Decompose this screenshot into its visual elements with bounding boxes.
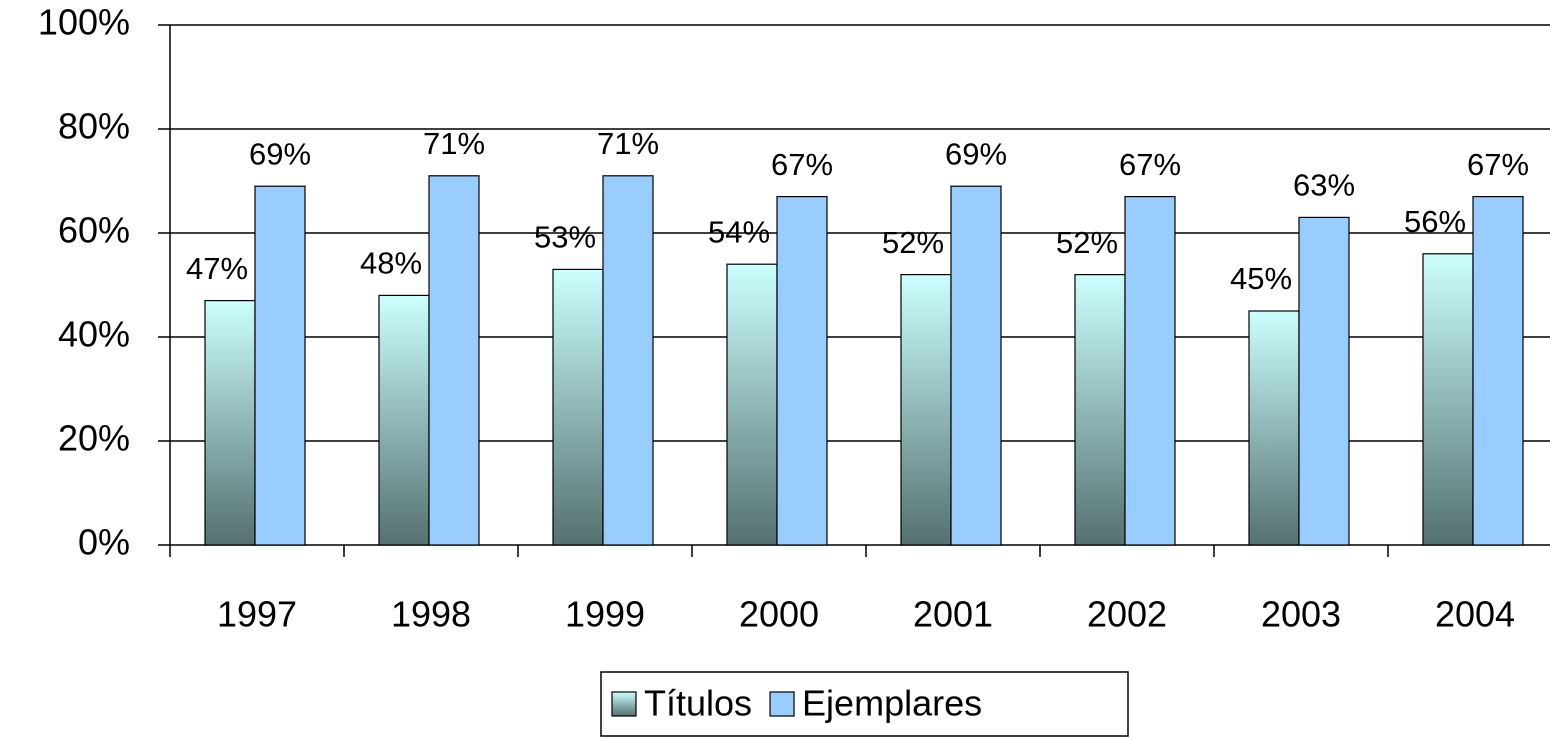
value-label: 54%: [708, 214, 770, 249]
y-tick-label: 20%: [58, 418, 130, 459]
y-tick-label: 40%: [58, 314, 130, 355]
value-label: 67%: [1467, 147, 1529, 182]
value-label: 52%: [1056, 225, 1118, 260]
y-tick-label: 0%: [78, 522, 130, 563]
bar: [602, 175, 654, 546]
y-tick-label: 80%: [58, 106, 130, 147]
legend: Títulos Ejemplares: [600, 671, 1129, 737]
x-tick-label: 2004: [1435, 594, 1515, 635]
x-tick-label: 1998: [391, 594, 471, 635]
bar: [1472, 196, 1524, 546]
x-tick-label: 2001: [913, 594, 993, 635]
value-label: 63%: [1293, 168, 1355, 203]
legend-label: Ejemplares: [802, 683, 982, 724]
value-label: 53%: [534, 220, 596, 255]
bar: [378, 294, 430, 546]
x-tick-label: 1999: [565, 594, 645, 635]
bar: [776, 196, 828, 546]
value-label: 52%: [882, 225, 944, 260]
legend-box: [600, 671, 1129, 737]
legend-label: Títulos: [644, 683, 752, 724]
legend-swatch: [611, 691, 637, 717]
bar: [1124, 196, 1176, 546]
bar: [1248, 310, 1300, 546]
bar: [1298, 216, 1350, 546]
bar: [900, 274, 952, 546]
x-tick-label: 1997: [217, 594, 297, 635]
y-tick-label: 100%: [38, 2, 130, 43]
value-label: 71%: [423, 126, 485, 161]
value-label: 45%: [1230, 261, 1292, 296]
bar: [204, 300, 256, 546]
bar: [950, 185, 1002, 546]
value-label: 47%: [186, 251, 248, 286]
value-label: 69%: [945, 136, 1007, 171]
bar: [428, 175, 480, 546]
x-tick-label: 2003: [1261, 594, 1341, 635]
value-label: 67%: [771, 147, 833, 182]
value-label: 69%: [249, 136, 311, 171]
value-label: 56%: [1404, 204, 1466, 239]
x-tick-label: 2002: [1087, 594, 1167, 635]
value-label: 71%: [597, 126, 659, 161]
bar: [254, 185, 306, 546]
bar: [1074, 274, 1126, 546]
legend-swatch: [769, 691, 795, 717]
bar: [1422, 253, 1474, 546]
value-label: 48%: [360, 246, 422, 281]
x-tick-label: 2000: [739, 594, 819, 635]
bar: [552, 268, 604, 546]
bar: [726, 263, 778, 546]
y-tick-label: 60%: [58, 210, 130, 251]
value-label: 67%: [1119, 147, 1181, 182]
